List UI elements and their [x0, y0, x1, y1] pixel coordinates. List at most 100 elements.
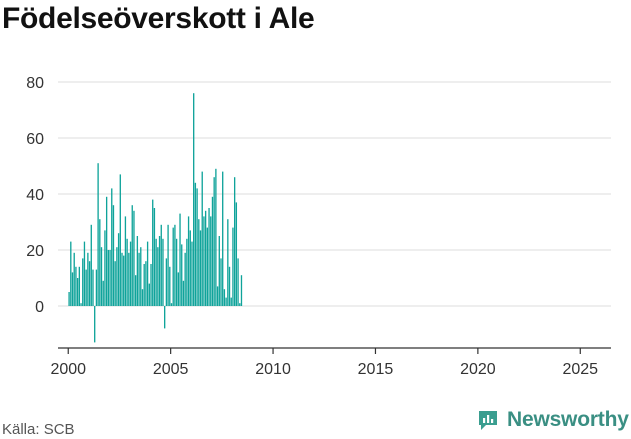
- gridlines: [58, 81, 611, 307]
- bar: [233, 177, 236, 306]
- bar: [216, 286, 219, 306]
- bar: [162, 238, 164, 306]
- bar: [76, 278, 79, 306]
- bar: [140, 247, 142, 306]
- y-tick-label: 40: [26, 187, 44, 204]
- bar: [124, 216, 127, 306]
- bar: [240, 275, 243, 306]
- bar: [117, 233, 120, 306]
- bar: [225, 297, 227, 306]
- bar: [97, 163, 99, 306]
- bar: [75, 266, 77, 306]
- bar: [230, 297, 232, 306]
- bar: [181, 244, 183, 306]
- bar: [141, 289, 144, 306]
- y-tick-label: 60: [26, 131, 44, 148]
- bar: [73, 252, 75, 306]
- bar: [203, 216, 205, 306]
- bar: [165, 258, 168, 306]
- x-tick-label: 2005: [153, 361, 189, 378]
- bar: [116, 247, 118, 306]
- bar: [87, 252, 89, 306]
- bar: [213, 177, 215, 306]
- bar: [232, 227, 234, 306]
- bar: [94, 306, 96, 343]
- bar: [90, 224, 92, 306]
- brand-name: Newsworthy: [507, 408, 629, 431]
- bar: [158, 236, 161, 306]
- bar: [78, 266, 81, 306]
- bar: [133, 210, 135, 306]
- bar: [83, 241, 86, 306]
- x-tick-label: 2015: [358, 361, 394, 378]
- bar: [164, 306, 166, 329]
- bar: [128, 252, 130, 306]
- bar: [206, 227, 209, 306]
- bar: [227, 219, 229, 306]
- bar: [172, 227, 174, 306]
- bar: [182, 280, 185, 306]
- bar: [186, 238, 188, 306]
- bar: [204, 210, 207, 306]
- bar: [177, 272, 179, 306]
- bar: [107, 250, 110, 306]
- bar: [198, 219, 200, 306]
- bar: [155, 238, 157, 306]
- bar: [193, 93, 195, 306]
- bar: [143, 264, 145, 306]
- bar: [80, 303, 82, 306]
- bar: [148, 283, 150, 306]
- bar: [157, 247, 159, 306]
- bar: [235, 202, 238, 306]
- bar: [211, 196, 214, 306]
- bar: [167, 224, 169, 306]
- bar: [102, 280, 104, 306]
- x-tick-label: 2000: [50, 361, 86, 378]
- y-tick-label: 20: [26, 243, 44, 260]
- newsworthy-logo-icon: [479, 411, 497, 430]
- source-note: Källa: SCB: [2, 421, 75, 438]
- bar: [170, 303, 173, 306]
- bar: [100, 247, 103, 306]
- bar: [160, 224, 162, 306]
- bar: [179, 213, 181, 306]
- bar: [105, 196, 108, 306]
- x-tick-label: 2025: [562, 361, 598, 378]
- bar: [88, 261, 91, 306]
- bar: [111, 188, 113, 306]
- chart-title: Födelseöverskott i Ale: [2, 2, 315, 35]
- bar: [194, 182, 197, 306]
- bar: [218, 236, 220, 306]
- bar: [82, 258, 84, 306]
- bar: [136, 236, 139, 306]
- bar: [228, 266, 231, 306]
- bar-series: [68, 93, 243, 343]
- brand-logo[interactable]: Newsworthy: [476, 408, 629, 432]
- bar: [153, 208, 156, 306]
- bar: [187, 216, 190, 306]
- bar: [131, 205, 133, 306]
- bar: [201, 171, 203, 306]
- bar: [208, 208, 210, 306]
- bar: [109, 250, 111, 306]
- x-tick-label: 2010: [255, 361, 291, 378]
- bar: [99, 219, 101, 306]
- bar: [129, 241, 132, 306]
- bar: [199, 230, 202, 306]
- bar: [119, 174, 121, 306]
- bar: [138, 252, 140, 306]
- bar: [112, 205, 115, 306]
- bar: [95, 269, 98, 306]
- bar: [152, 199, 154, 306]
- bar: [145, 261, 147, 306]
- bar: [215, 168, 217, 306]
- bar: [126, 238, 128, 306]
- bar: [92, 269, 94, 306]
- bar: [121, 252, 123, 306]
- bar: [223, 289, 226, 306]
- bar: [150, 264, 152, 306]
- bar: [146, 241, 149, 306]
- y-tick-label: 0: [35, 299, 44, 316]
- bar: [134, 275, 137, 306]
